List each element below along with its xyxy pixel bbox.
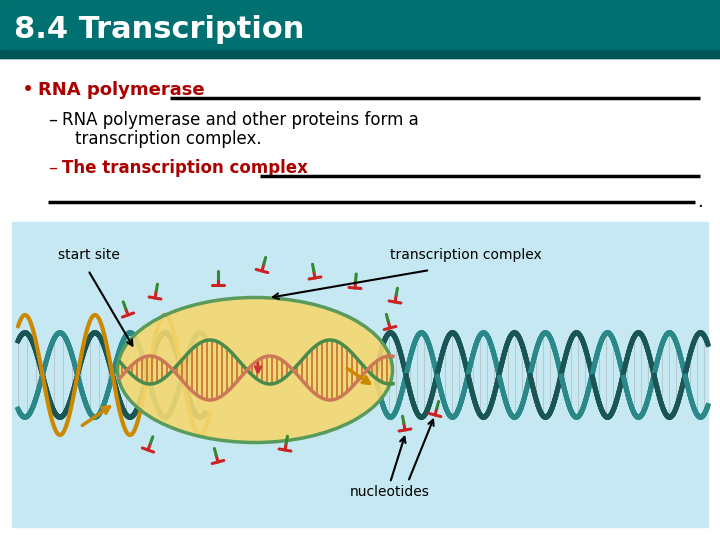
Bar bbox=[12, 222, 708, 527]
Text: nucleotides: nucleotides bbox=[350, 485, 430, 499]
Bar bbox=[0, 58, 720, 540]
Text: RNA polymerase: RNA polymerase bbox=[38, 81, 204, 99]
Text: –: – bbox=[48, 111, 57, 129]
Bar bbox=[0, 50, 720, 58]
Text: transcription complex.: transcription complex. bbox=[75, 130, 261, 148]
Text: RNA polymerase and other proteins form a: RNA polymerase and other proteins form a bbox=[62, 111, 419, 129]
Text: •: • bbox=[22, 80, 35, 100]
Bar bbox=[0, 0, 720, 58]
Text: start site: start site bbox=[58, 248, 120, 262]
Text: transcription complex: transcription complex bbox=[390, 248, 541, 262]
Text: The transcription complex: The transcription complex bbox=[62, 159, 308, 177]
Text: .: . bbox=[697, 193, 703, 211]
Text: 8.4 Transcription: 8.4 Transcription bbox=[14, 15, 305, 44]
Ellipse shape bbox=[117, 298, 392, 442]
Text: –: – bbox=[48, 159, 57, 177]
